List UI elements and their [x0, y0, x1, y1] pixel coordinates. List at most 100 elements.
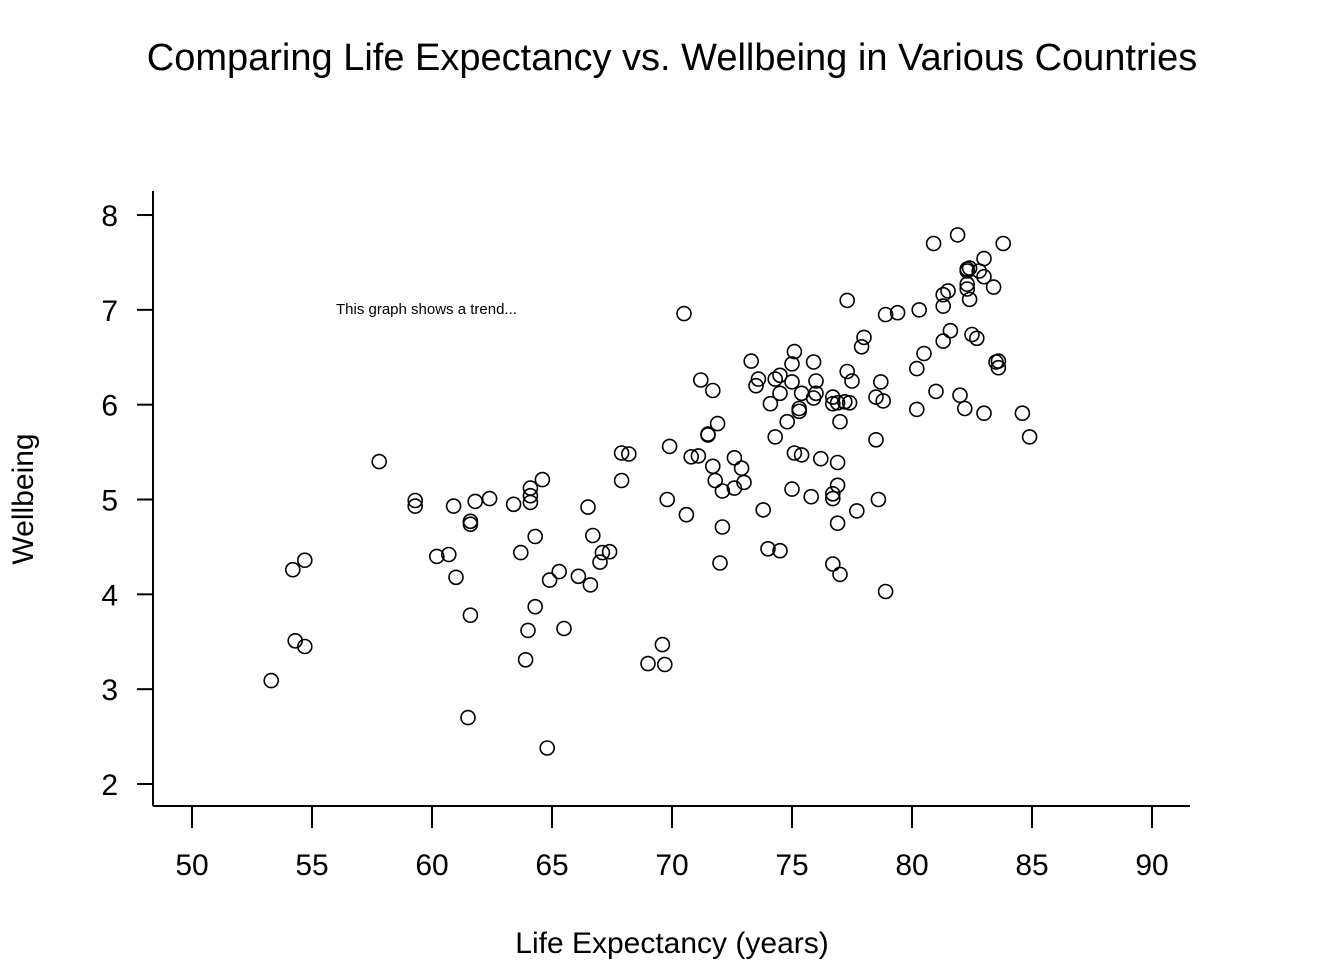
- data-point: [784, 481, 800, 497]
- data-point: [786, 445, 803, 461]
- data-point: [748, 377, 764, 394]
- data-point: [868, 389, 884, 405]
- data-point: [832, 413, 848, 430]
- data-point: [520, 622, 536, 639]
- x-tick-label: 90: [1135, 849, 1168, 882]
- data-point: [704, 458, 721, 475]
- data-point: [584, 527, 601, 544]
- data-point: [709, 415, 726, 432]
- data-point: [736, 474, 752, 491]
- data-point: [407, 498, 424, 514]
- data-point: [407, 492, 424, 509]
- data-point: [551, 563, 568, 580]
- data-point: [371, 453, 388, 470]
- data-point: [767, 371, 784, 387]
- data-point: [517, 651, 534, 668]
- data-point: [582, 577, 599, 593]
- x-tick-label: 55: [295, 849, 328, 882]
- y-tick-label: 2: [101, 769, 118, 802]
- y-axis-ticks: 2 3 4 5 6 7 8: [101, 200, 153, 802]
- data-point: [284, 561, 301, 578]
- data-point: [935, 286, 952, 303]
- data-point: [767, 429, 784, 445]
- data-point: [916, 345, 932, 362]
- data-point: [956, 400, 973, 417]
- chart-annotation: This graph shows a trend...: [336, 301, 517, 318]
- data-point: [908, 401, 925, 418]
- data-point: [784, 356, 800, 372]
- data-point: [877, 583, 894, 600]
- data-point: [541, 572, 558, 588]
- data-point: [772, 367, 788, 384]
- data-point: [824, 490, 841, 507]
- data-point: [762, 395, 779, 412]
- x-tick-label: 75: [775, 849, 808, 882]
- data-point: [824, 485, 841, 502]
- data-point: [959, 281, 976, 297]
- data-point: [779, 413, 796, 430]
- data-point: [911, 302, 928, 318]
- data-point: [1014, 405, 1031, 422]
- data-point: [829, 454, 846, 471]
- data-point: [676, 305, 692, 322]
- data-point: [726, 449, 743, 466]
- data-point: [976, 250, 992, 267]
- data-point: [522, 487, 539, 504]
- data-point: [772, 542, 788, 559]
- data-point: [613, 445, 630, 461]
- data-point: [791, 403, 808, 420]
- x-tick-label: 70: [655, 849, 688, 882]
- data-point: [949, 227, 966, 243]
- data-point: [714, 519, 731, 535]
- data-point: [534, 471, 551, 488]
- data-point: [678, 506, 695, 523]
- data-point: [990, 359, 1007, 376]
- data-point: [839, 292, 856, 309]
- data-point: [844, 373, 860, 389]
- data-point: [462, 513, 479, 530]
- data-point: [925, 235, 942, 252]
- data-point: [690, 448, 707, 464]
- data-point: [803, 488, 820, 505]
- data-point: [877, 306, 894, 323]
- data-point: [700, 427, 716, 443]
- data-point: [592, 554, 608, 570]
- data-point: [829, 394, 846, 411]
- data-point: [805, 354, 822, 370]
- data-point: [733, 460, 750, 477]
- x-axis-label: Life Expectancy (years): [515, 927, 828, 960]
- y-tick-label: 4: [101, 579, 118, 612]
- data-point: [570, 568, 587, 585]
- data-point: [808, 385, 824, 402]
- y-tick-label: 8: [101, 200, 118, 233]
- data-point: [968, 330, 985, 347]
- data-point: [889, 304, 906, 321]
- data-point: [512, 544, 529, 561]
- x-tick-label: 50: [175, 849, 208, 882]
- data-point: [445, 498, 462, 514]
- data-point: [829, 515, 846, 532]
- data-point: [462, 516, 479, 533]
- data-point: [613, 472, 630, 489]
- data-point: [594, 544, 611, 561]
- data-point: [481, 490, 498, 507]
- data-point: [976, 405, 992, 422]
- data-point: [875, 393, 892, 409]
- data-point: [964, 326, 980, 343]
- x-tick-label: 80: [895, 849, 928, 882]
- x-tick-label: 85: [1015, 849, 1048, 882]
- data-point: [908, 360, 925, 377]
- data-point: [841, 394, 858, 411]
- chart-title: Comparing Life Expectancy vs. Wellbeing …: [147, 37, 1197, 79]
- data-point: [743, 353, 760, 369]
- data-point: [707, 472, 724, 489]
- data-point: [659, 491, 676, 508]
- data-point: [263, 672, 280, 689]
- y-tick-label: 7: [101, 295, 118, 328]
- y-tick-label: 3: [101, 674, 118, 707]
- data-point: [527, 598, 544, 615]
- data-point: [505, 496, 522, 513]
- data-point: [952, 387, 968, 404]
- data-point: [714, 483, 731, 499]
